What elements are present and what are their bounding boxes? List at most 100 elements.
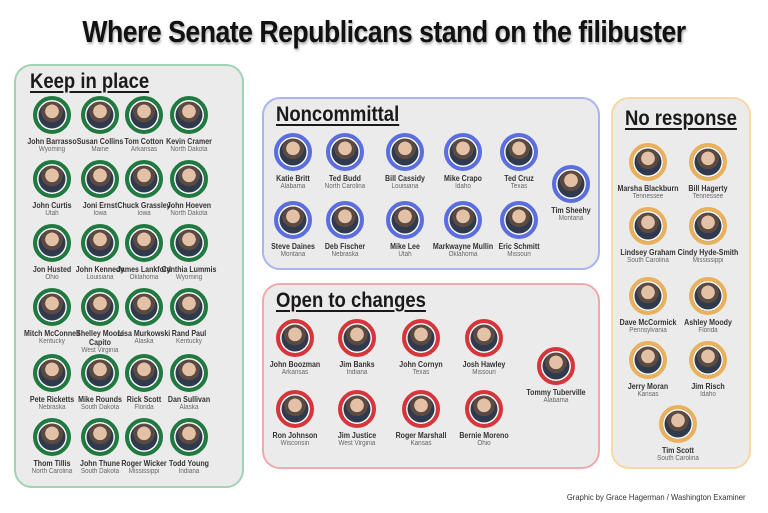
senator-card: Mitch McConnell Kentucky [15,288,89,346]
senator-card: Dave McCormick Pennsylvania [611,277,685,335]
senator-portrait [81,354,119,392]
panel-keep-in-place: Keep in place John Barrasso Wyoming Susan … [14,64,244,488]
senator-state: Mississippi [128,468,160,475]
senator-state: Alabama [543,397,569,404]
senator-card: Chuck Grassley Iowa [107,160,181,218]
senator-name: Shelley Moore Capito [76,329,124,347]
senator-portrait [386,133,424,171]
senator-portrait [125,160,163,198]
senator-name: Chuck Grassley [117,201,171,210]
senator-name: Thom Tillis [33,459,71,468]
senator-state: South Carolina [657,455,699,462]
senator-state: Arkansas [281,369,309,376]
senator-name: Cindy Hyde-Smith [677,248,739,257]
senator-name: Bill Hagerty [688,184,728,193]
senator-portrait [326,133,364,171]
senator-card: Roger Marshall Kansas [384,390,458,448]
senator-state: Alabama [280,183,306,190]
panel-noncommittal: Noncommittal Katie Britt Alabama Ted Budd N… [262,97,600,270]
senator-name: John Curtis [32,201,72,210]
senator-card: Jim Justice West Virginia [320,390,394,448]
page-title: Where Senate Republicans stand on the fi… [82,14,686,49]
senator-portrait [465,390,503,428]
senator-card: Josh Hawley Missouri [447,319,521,377]
senator-portrait [33,354,71,392]
senator-state: Oklahoma [448,251,478,258]
senator-name: Tim Scott [662,446,694,455]
senator-name: Mitch McConnell [24,329,80,338]
senator-portrait [276,319,314,357]
senator-name: Marsha Blackburn [617,184,679,193]
senator-portrait [629,207,667,245]
senator-name: Susan Collins [76,137,124,146]
senator-card: Kevin Cramer North Dakota [152,96,226,154]
senator-state: Louisiana [86,274,114,281]
senator-portrait [81,96,119,134]
senator-name: John Kennedy [75,265,125,274]
senator-portrait [170,418,208,456]
senator-state: Arkansas [130,146,158,153]
senator-portrait [125,418,163,456]
senator-card: Mike Lee Utah [368,201,442,259]
senator-portrait [629,341,667,379]
senator-portrait [33,288,71,326]
senator-card: John Kennedy Louisiana [63,224,137,282]
senator-name: Lindsey Graham [620,248,676,257]
senator-name: John Cornyn [399,360,443,369]
senator-portrait [689,277,727,315]
senator-name: Steve Daines [271,242,315,251]
senator-card: Ashley Moody Florida [671,277,745,335]
senator-name: John Hoeven [166,201,212,210]
senator-state: Kentucky [176,338,202,345]
senator-card: Thom Tillis North Carolina [15,418,89,476]
senator-portrait [402,390,440,428]
senator-state: Wisconsin [280,440,310,447]
senator-card: Cindy Hyde-Smith Mississippi [671,207,745,265]
senator-portrait [465,319,503,357]
senator-card: John Cornyn Texas [384,319,458,377]
senator-state: Nebraska [331,251,359,258]
senator-name: Bernie Moreno [459,431,509,440]
senator-portrait [170,224,208,262]
senator-portrait [33,96,71,134]
senator-card: John Boozman Arkansas [258,319,332,377]
senator-portrait [629,277,667,315]
senator-name: Todd Young [169,459,209,468]
senator-state: South Dakota [80,404,120,411]
senator-card: Mike Crapo Idaho [426,133,500,191]
senator-portrait [402,319,440,357]
senator-portrait [170,288,208,326]
senator-name: Jim Banks [339,360,375,369]
senator-portrait [81,418,119,456]
senator-state: Missouri [472,369,496,376]
senator-card: Todd Young Indiana [152,418,226,476]
senator-state: Alaska [134,338,154,345]
senator-card: John Thune South Dakota [63,418,137,476]
senator-card: Ron Johnson Wisconsin [258,390,332,448]
panel-title-open: Open to changes [276,289,426,312]
senator-state: Iowa [137,210,151,217]
senator-state: Ohio [477,440,491,447]
senator-card: Deb Fischer Nebraska [308,201,382,259]
senator-state: Idaho [700,391,716,398]
senator-state: Pennsylvania [629,327,667,334]
senator-portrait [276,390,314,428]
senator-card: Ted Budd North Carolina [308,133,382,191]
panel-open-to-changes: Open to changes John Boozman Arkansas Jim … [262,283,600,469]
senator-portrait [125,96,163,134]
senator-card: Tom Cotton Arkansas [107,96,181,154]
senator-card: Joni Ernst Iowa [63,160,137,218]
senator-name: Bill Cassidy [385,174,425,183]
senator-card: Mike Rounds South Dakota [63,354,137,412]
senator-portrait [33,224,71,262]
senator-portrait [552,165,590,203]
senator-state: West Virginia [338,440,376,447]
senator-portrait [537,347,575,385]
senator-state: Nebraska [38,404,66,411]
senator-state: Tennessee [692,193,724,200]
senator-portrait [500,201,538,239]
graphic-credit: Graphic by Grace Hagerman / Washington E… [567,492,746,502]
senator-card: Shelley Moore Capito West Virginia [63,288,137,355]
senator-name: Joni Ernst [82,201,118,210]
senator-state: Mississippi [692,257,724,264]
